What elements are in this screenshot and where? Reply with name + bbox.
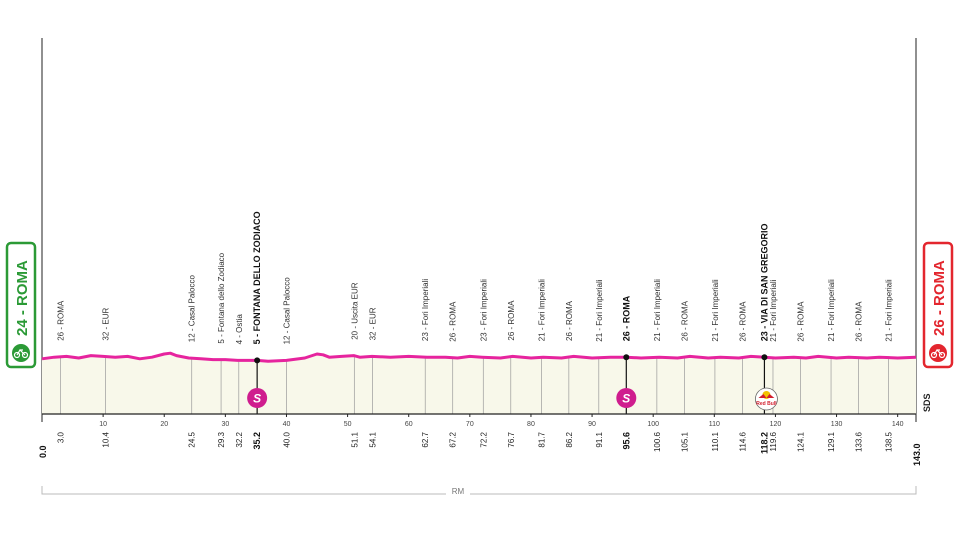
waypoint-km-label: 124.1 <box>797 431 806 452</box>
waypoint-km-label: 35.2 <box>252 432 262 450</box>
x-axis: 10 20 30 40 50 60 70 80 90 100 110 120 130 140 <box>42 413 916 428</box>
sprint-icon: S <box>616 388 637 408</box>
waypoint-km-label: 95.6 <box>621 432 631 450</box>
marker-dot <box>761 354 768 361</box>
red-bull-text: Red Bull <box>756 401 777 407</box>
profile-fill-layer <box>42 353 916 414</box>
waypoint-km-label: 129.1 <box>827 431 836 452</box>
waypoint-km-label: 114.6 <box>738 431 747 451</box>
waypoint-km-label: 72.2 <box>479 431 488 447</box>
x-tick-label: 10 <box>99 421 107 428</box>
waypoint-km-label: 119.6 <box>769 431 778 451</box>
total-distance-label: RM <box>452 487 465 496</box>
sprint-symbol: S <box>622 392 630 406</box>
waypoint-km-label: 62.7 <box>421 431 430 447</box>
waypoint-km-label: 86.2 <box>565 431 574 447</box>
waypoint-label: 21 - Fori Imperiali <box>653 279 662 341</box>
waypoint-km-label: 110.1 <box>711 431 720 451</box>
bicycle-icon <box>12 344 30 362</box>
waypoint-label: 26 - ROMA <box>680 300 689 341</box>
total-distance-bracket: RM <box>41 484 917 496</box>
waypoint-label: 32 - EUR <box>102 307 111 340</box>
waypoint-label: 26 - ROMA <box>797 301 806 342</box>
waypoint-label: 26 - ROMA <box>449 301 458 342</box>
x-tick-label: 90 <box>588 421 596 428</box>
waypoint-labels: 26 - ROMA 3.0 32 - EUR 10.4 12 - Casal Paloc… <box>56 211 893 454</box>
waypoint-label: 23 - Fori Imperiali <box>421 279 430 341</box>
x-tick-label: 100 <box>647 421 659 428</box>
waypoint-lines <box>59 355 889 414</box>
x-tick-label: 120 <box>770 421 782 428</box>
waypoint-km-label: 54.1 <box>369 431 378 447</box>
waypoint-label: 23 - Fori Imperiali <box>479 279 488 341</box>
markers: S S Red Bull <box>247 354 778 411</box>
x-tick-label: 50 <box>344 421 352 428</box>
finish-km-label: 143.0 <box>912 443 922 466</box>
waypoint-label: 21 - Fori Imperiali <box>537 279 546 341</box>
x-tick-label: 60 <box>405 421 413 428</box>
waypoint-label: 26 - ROMA <box>56 300 65 341</box>
waypoint-km-label: 10.4 <box>102 431 111 447</box>
waypoint-km-label: 3.0 <box>56 431 65 443</box>
x-tick-label: 70 <box>466 421 474 428</box>
waypoint-km-label: 81.7 <box>537 431 546 447</box>
waypoint-label: 26 - ROMA <box>507 300 516 341</box>
waypoint-km-label: 51.1 <box>350 431 359 447</box>
x-tick-label: 30 <box>221 421 229 428</box>
sds-logo: SDS <box>922 393 932 412</box>
sprint-symbol: S <box>253 392 261 406</box>
x-tick-label: 140 <box>892 421 904 428</box>
waypoint-label: 12 - Casal Palocco <box>283 277 292 345</box>
x-tick-label: 80 <box>527 421 535 428</box>
waypoint-km-label: 67.2 <box>449 431 458 447</box>
marker-dot <box>623 354 630 361</box>
marker-dot <box>254 357 261 364</box>
waypoint-label: 21 - Fori Imperiali <box>769 279 778 341</box>
waypoint-label: 26 - ROMA <box>565 300 574 341</box>
waypoint-km-label: 29.3 <box>217 431 226 447</box>
waypoint-km-label: 138.5 <box>885 431 894 452</box>
waypoint-label: 21 - Fori Imperiali <box>885 279 894 341</box>
x-tick-label: 130 <box>831 421 843 428</box>
finish-label: 26 - ROMA <box>931 260 948 336</box>
x-tick-label: 20 <box>160 421 168 428</box>
x-tick-label: 110 <box>709 421 720 428</box>
start-km-label: 0.0 <box>38 445 48 458</box>
bicycle-icon <box>929 344 947 362</box>
start-badge: 24 - ROMA <box>5 241 37 369</box>
waypoint-km-label: 105.1 <box>680 431 689 452</box>
profile-line <box>41 351 917 363</box>
waypoint-km-label: 133.6 <box>855 431 864 452</box>
waypoint-label: 21 - Fori Imperiali <box>827 279 836 341</box>
red-bull-icon: Red Bull <box>755 387 778 411</box>
profile-line-layer <box>41 351 917 363</box>
waypoint-label: 21 - Fori Imperiali <box>595 279 604 341</box>
waypoint-km-label: 76.7 <box>507 431 516 447</box>
waypoint-label: 12 - Casal Palocco <box>188 275 197 343</box>
waypoint-label: 5 - Fontana dello Zodiaco <box>217 252 226 343</box>
waypoint-km-label: 32.2 <box>235 431 244 447</box>
waypoint-label: 26 - ROMA <box>738 301 747 342</box>
waypoint-label: 26 - ROMA <box>621 295 631 341</box>
waypoint-label: 23 - VIA DI SAN GREGORIO <box>759 224 769 342</box>
waypoint-km-label: 100.6 <box>653 431 662 452</box>
x-tick-label: 40 <box>283 421 291 428</box>
waypoint-km-label: 91.1 <box>595 431 604 447</box>
waypoint-km-label: 118.2 <box>759 432 769 454</box>
profile-area <box>42 353 916 414</box>
waypoint-label: 26 - ROMA <box>855 301 864 342</box>
sprint-icon: S <box>247 388 268 408</box>
waypoint-km-label: 24.5 <box>188 431 197 447</box>
waypoint-km-label: 40.0 <box>283 431 292 447</box>
waypoint-label: 32 - EUR <box>369 307 378 340</box>
waypoint-label: 20 - Uscita EUR <box>350 282 359 340</box>
waypoint-label: 4 - Ostia <box>235 314 244 345</box>
waypoint-label: 21 - Fori Imperiali <box>711 279 720 341</box>
finish-badge: 26 - ROMA <box>922 241 954 369</box>
waypoint-label: 5 - FONTANA DELLO ZODIACO <box>252 211 262 344</box>
start-label: 24 - ROMA <box>14 260 31 336</box>
